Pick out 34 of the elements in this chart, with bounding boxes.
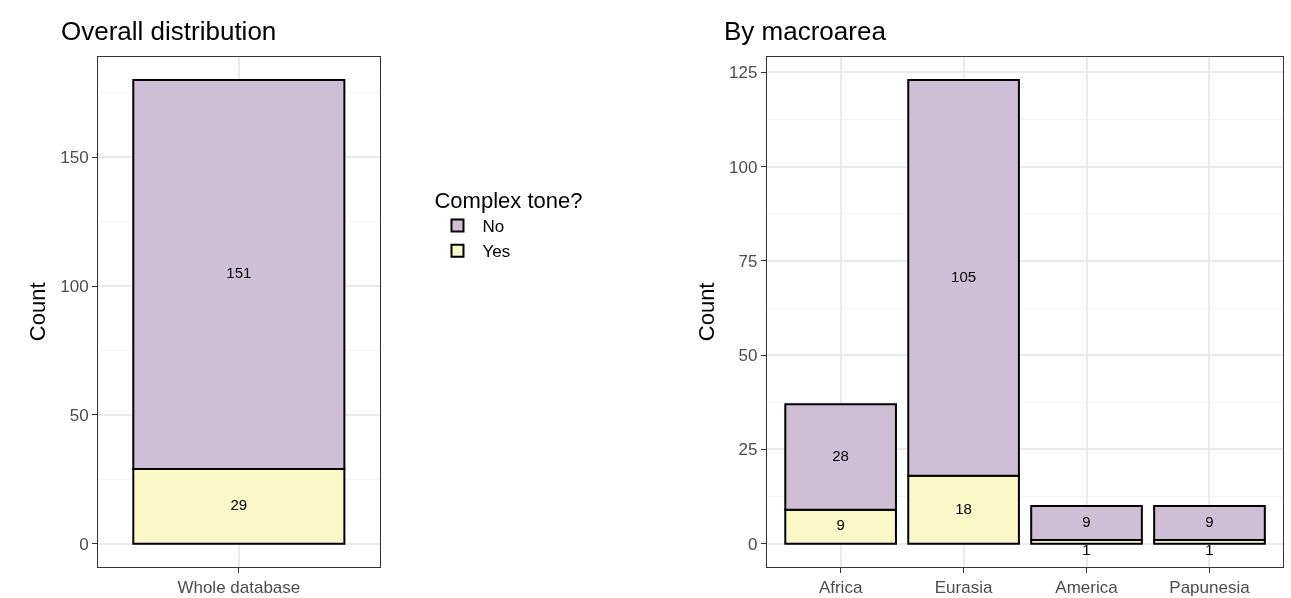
y-tick-label: 0 — [747, 534, 758, 554]
y-tick-label: 150 — [60, 148, 89, 168]
x-tick-label: Africa — [818, 578, 863, 598]
bar — [1030, 505, 1143, 541]
bar — [1153, 505, 1266, 541]
y-tick-label: 50 — [738, 346, 758, 366]
y-tick-label: 0 — [79, 534, 89, 554]
data-label: 28 — [832, 446, 849, 464]
legend-label: Yes — [482, 242, 511, 262]
x-tick-label: America — [1055, 578, 1119, 598]
legend-label: No — [482, 217, 505, 237]
data-label: 1 — [1205, 540, 1214, 558]
x-tick-label: Eurasia — [934, 578, 993, 598]
chart-title: By macroarea — [724, 16, 887, 46]
data-label: 18 — [955, 499, 972, 517]
y-axis-title: Count — [693, 282, 719, 342]
y-tick-label: 75 — [738, 251, 758, 271]
data-label: 9 — [836, 516, 845, 534]
data-label: 9 — [1082, 512, 1091, 530]
data-label: 29 — [230, 496, 248, 514]
chart-title: Overall distribution — [61, 16, 277, 46]
y-tick-label: 50 — [69, 405, 89, 425]
y-axis-title: Count — [25, 282, 51, 342]
x-tick-label: Whole database — [177, 578, 301, 598]
y-tick-label: 100 — [60, 277, 89, 297]
y-tick-label: 125 — [729, 63, 758, 83]
y-tick-label: 100 — [729, 157, 758, 177]
data-label: 105 — [951, 267, 977, 285]
legend-title: Complex tone? — [434, 188, 583, 213]
data-label: 1 — [1082, 540, 1091, 558]
x-tick-label: Papunesia — [1169, 578, 1251, 598]
y-tick-label: 25 — [738, 440, 758, 460]
data-label: 151 — [226, 264, 252, 282]
data-label: 9 — [1205, 512, 1214, 530]
